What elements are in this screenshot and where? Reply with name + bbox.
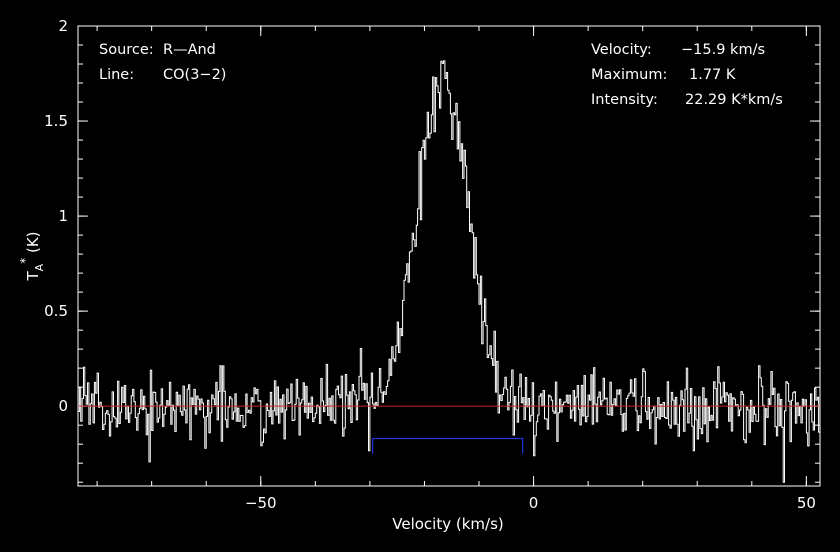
y-tick-label: 0 <box>58 397 68 415</box>
y-tick-label: 2 <box>58 17 68 35</box>
line-value: CO(3−2) <box>163 67 226 83</box>
spectrum-line <box>78 60 820 483</box>
y-axis-label: TA* (K) <box>18 231 46 281</box>
source-key: Source: <box>99 42 154 58</box>
y-label-main: T <box>24 271 42 282</box>
x-tick-label: 0 <box>529 494 539 512</box>
velocity-key: Velocity: <box>591 42 652 58</box>
line-key: Line: <box>99 67 134 83</box>
y-label-sup: * <box>18 258 32 264</box>
plot-frame <box>77 25 821 487</box>
y-tick-labels: 0 0.5 1 1.5 2 <box>44 17 68 415</box>
y-tick-label: 0.5 <box>44 302 68 320</box>
y-label-sub: A <box>33 263 46 271</box>
x-tick-label: −50 <box>245 494 277 512</box>
svg-text:TA* (K): TA* (K) <box>18 231 46 281</box>
integration-window-bracket <box>372 437 524 454</box>
y-tick-label: 1 <box>58 207 68 225</box>
x-tick-label: 50 <box>797 494 816 512</box>
intensity-value: 22.29 K*km/s <box>685 92 783 108</box>
maximum-value: 1.77 K <box>689 67 736 83</box>
x-tick-labels: −50 0 50 <box>245 494 816 512</box>
y-tick-label: 1.5 <box>44 112 68 130</box>
y-label-unit: (K) <box>24 231 42 257</box>
intensity-key: Intensity: <box>591 92 658 108</box>
maximum-key: Maximum: <box>591 67 667 83</box>
annotations-left: Source: R—And Line: CO(3−2) <box>99 42 226 83</box>
velocity-value: −15.9 km/s <box>681 42 765 58</box>
annotations-right: Velocity: −15.9 km/s Maximum: 1.77 K Int… <box>591 42 783 108</box>
x-axis-label: Velocity (km/s) <box>392 515 503 533</box>
source-value: R—And <box>163 42 216 58</box>
